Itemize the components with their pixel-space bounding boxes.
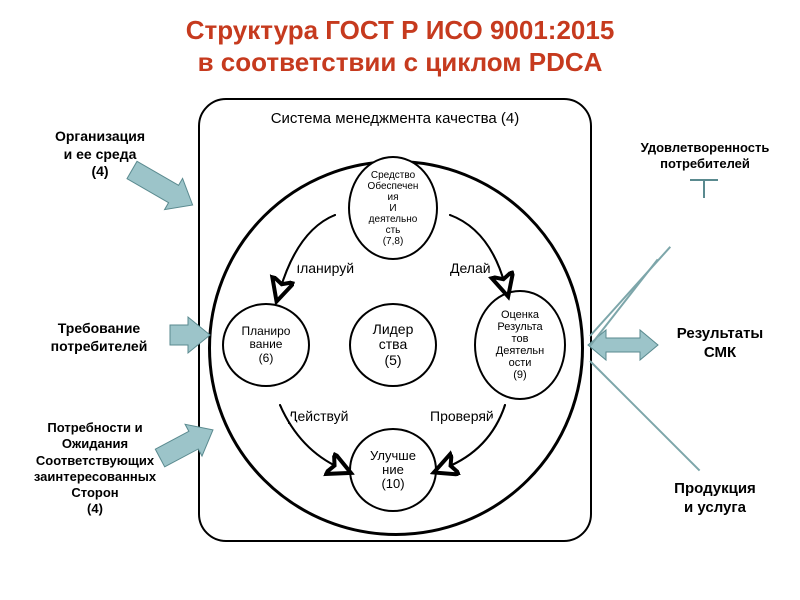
cycle-arrows (0, 0, 800, 600)
